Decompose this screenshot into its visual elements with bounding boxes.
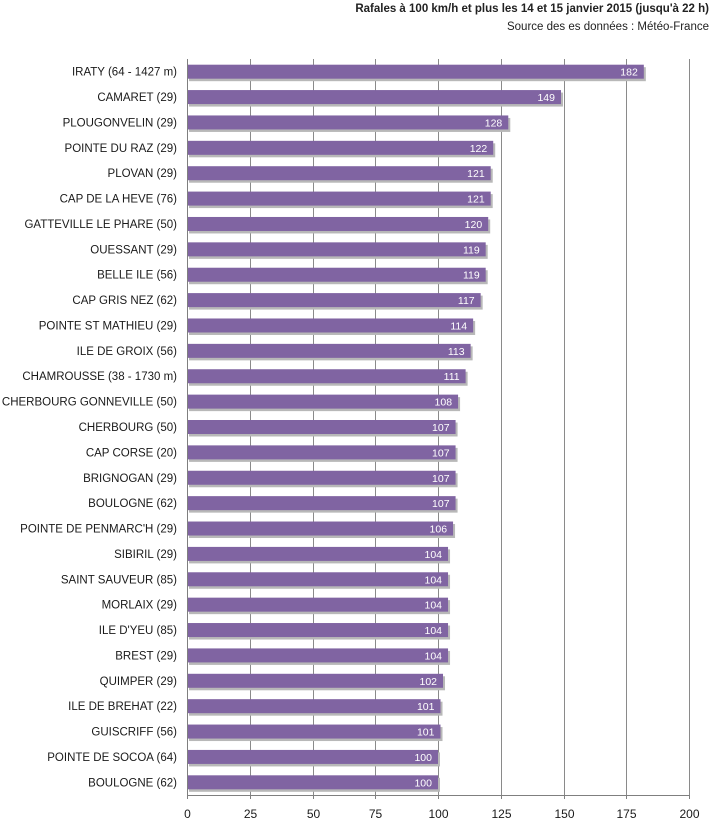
bar [187, 64, 644, 79]
category-label: POINTE DE PENMARC'H (29) [20, 524, 177, 536]
data-label: 128 [485, 117, 503, 129]
category-label: ILE DE BREHAT (22) [68, 701, 177, 713]
data-label: 107 [432, 422, 450, 434]
category-label: BRIGNOGAN (29) [83, 473, 177, 485]
bar [187, 496, 456, 511]
category-label: CAP DE LA HEVE (76) [60, 194, 178, 206]
category-label: BELLE ILE (56) [97, 270, 177, 282]
bar [187, 369, 466, 384]
bar [187, 343, 471, 358]
data-label: 121 [467, 168, 485, 180]
bar [187, 648, 449, 663]
category-label: POINTE DE SOCOA (64) [47, 752, 177, 764]
bar [187, 90, 561, 105]
bar [187, 673, 444, 688]
bar [187, 546, 449, 561]
bar [187, 420, 456, 434]
bar [187, 724, 441, 739]
data-label: 121 [467, 194, 485, 206]
category-label: PLOVAN (29) [108, 168, 178, 180]
category-label: CHAMROUSSE (38 - 1730 m) [22, 371, 177, 383]
data-label: 114 [450, 320, 467, 332]
bar [187, 216, 489, 231]
data-label: 104 [425, 625, 443, 637]
category-label: CHERBOURG GONNEVILLE (50) [2, 397, 177, 409]
category-label: PLOUGONVELIN (29) [63, 117, 178, 129]
data-label: 108 [435, 397, 453, 409]
data-label: 119 [463, 270, 480, 282]
chart-title: Rafales à 100 km/h et plus les 14 et 15 … [355, 3, 709, 15]
data-label: 111 [444, 371, 460, 383]
data-label: 104 [425, 650, 443, 662]
category-label: BOULOGNE (62) [88, 777, 177, 789]
data-label: 182 [620, 67, 638, 79]
data-label: 106 [430, 524, 448, 536]
data-label: 149 [537, 92, 555, 104]
category-label: SIBIRIL (29) [114, 549, 177, 561]
category-label: GATTEVILLE LE PHARE (50) [24, 219, 177, 231]
x-tick-label: 100 [428, 807, 448, 821]
x-tick-label: 75 [369, 807, 383, 821]
data-label: 107 [432, 473, 450, 485]
bar [187, 115, 509, 130]
category-label: MORLAIX (29) [102, 600, 178, 612]
chart-subtitle: Source des es données : Météo-France [506, 21, 709, 33]
data-label: 117 [458, 295, 475, 307]
data-label: 104 [425, 600, 443, 612]
data-label: 100 [414, 752, 432, 764]
category-label: CAP GRIS NEZ (62) [72, 295, 177, 307]
data-label: 113 [448, 346, 465, 358]
bar [187, 572, 449, 587]
data-label: 107 [432, 447, 450, 459]
category-label: POINTE ST MATHIEU (29) [39, 320, 177, 332]
bar [187, 597, 449, 612]
x-tick-label: 50 [307, 807, 321, 821]
data-label: 120 [465, 219, 483, 231]
category-label: ILE DE GROIX (56) [77, 346, 178, 358]
category-label: IRATY (64 - 1427 m) [72, 67, 177, 79]
x-tick-label: 25 [244, 807, 258, 821]
bar [187, 749, 438, 764]
x-tick-label: 200 [679, 807, 699, 821]
bar [187, 775, 438, 790]
category-label: BOULOGNE (62) [88, 498, 177, 510]
x-tick-label: 150 [554, 807, 574, 821]
data-label: 119 [463, 244, 480, 256]
bar [187, 242, 486, 257]
data-label: 104 [425, 574, 443, 586]
data-label: 101 [417, 727, 435, 739]
category-label: OUESSANT (29) [90, 244, 177, 256]
bar [187, 166, 491, 181]
x-tick-label: 0 [184, 807, 191, 821]
category-label: ILE D'YEU (85) [99, 625, 177, 637]
data-label: 122 [470, 143, 488, 155]
bar [187, 699, 441, 714]
category-label: QUIMPER (29) [100, 676, 177, 688]
x-tick-label: 125 [491, 807, 511, 821]
category-label: SAINT SAUVEUR (85) [61, 574, 177, 586]
data-label: 104 [425, 549, 443, 561]
category-label: CHERBOURG (50) [79, 422, 178, 434]
bar [187, 394, 459, 409]
x-tick-label: 175 [616, 807, 636, 821]
bar [187, 267, 486, 282]
data-label: 101 [417, 701, 435, 713]
bar [187, 521, 454, 536]
bar [187, 293, 481, 308]
category-label: GUISCRIFF (56) [91, 727, 177, 739]
bar [187, 318, 474, 333]
category-label: CAMARET (29) [97, 92, 177, 104]
data-label: 102 [419, 676, 437, 688]
data-label: 107 [432, 498, 450, 510]
bar [187, 470, 456, 485]
bar [187, 191, 491, 206]
bar [187, 140, 494, 155]
data-label: 100 [414, 777, 432, 789]
category-label: BREST (29) [115, 650, 177, 662]
bar [187, 445, 456, 460]
category-label: POINTE DU RAZ (29) [65, 143, 178, 155]
category-label: CAP CORSE (20) [86, 447, 177, 459]
bar [187, 623, 449, 638]
